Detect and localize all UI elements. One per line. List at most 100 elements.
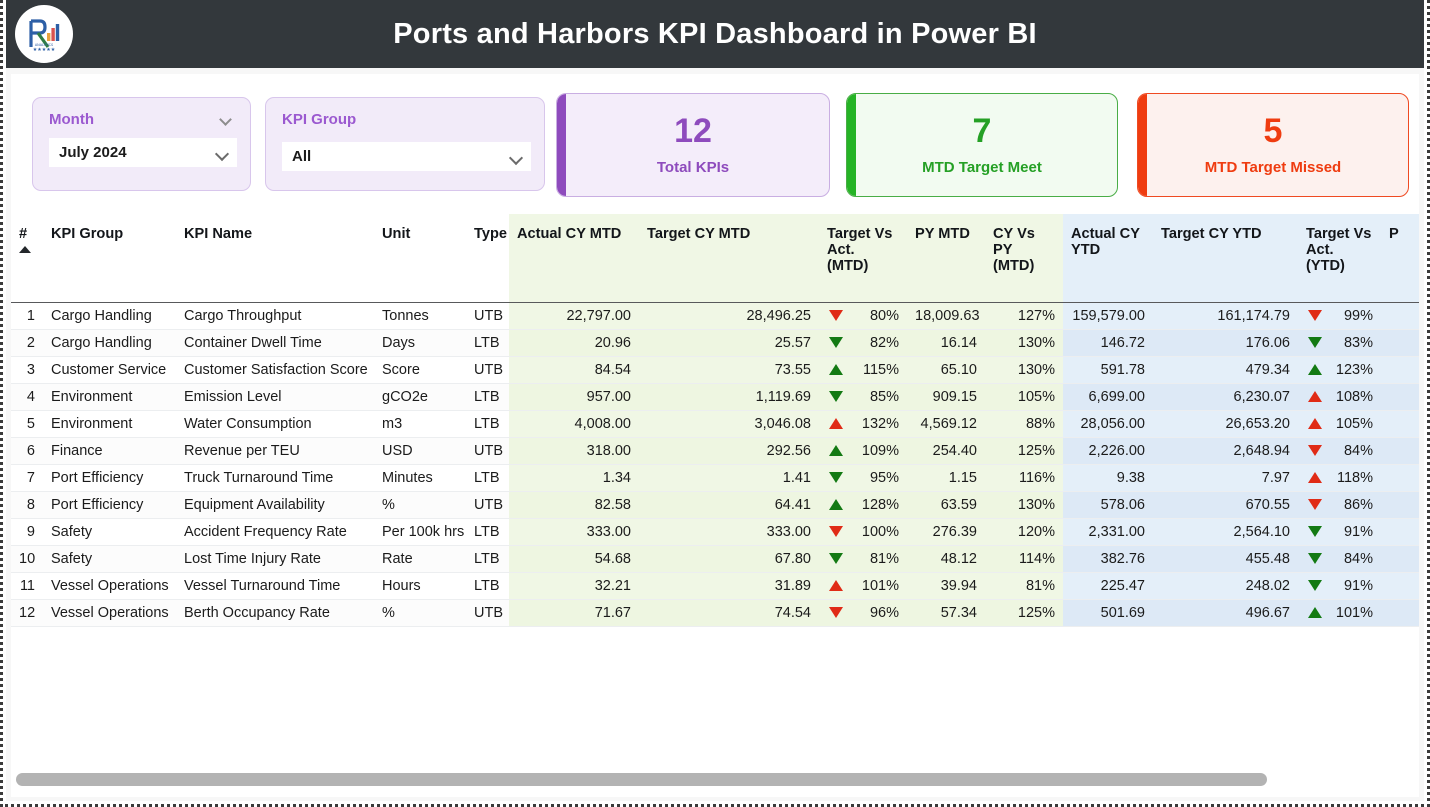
triangle-down-icon bbox=[1308, 580, 1322, 591]
cell-target-cy-ytd: 2,648.94 bbox=[1153, 437, 1298, 465]
svg-text:★★★★★: ★★★★★ bbox=[33, 47, 56, 53]
slicer-month[interactable]: Month July 2024 bbox=[32, 97, 251, 191]
cell-unit: Days bbox=[374, 329, 466, 357]
cell-unit: % bbox=[374, 599, 466, 627]
cell-unit: Rate bbox=[374, 545, 466, 573]
slicer-kpi-group-dropdown[interactable]: All bbox=[282, 142, 531, 171]
table-row[interactable]: 12 Vessel Operations Berth Occupancy Rate%… bbox=[11, 599, 1419, 627]
cell-py-ytd-truncated bbox=[1381, 545, 1419, 573]
cell-py-ytd-truncated bbox=[1381, 356, 1419, 384]
cell-actual-cy-mtd: 957.00 bbox=[509, 383, 639, 411]
card-value: 12 bbox=[674, 112, 712, 150]
horizontal-scrollbar[interactable] bbox=[16, 773, 1414, 787]
cell-kpi-name: Cargo Throughput bbox=[176, 302, 374, 330]
cell-kpi-group: Environment bbox=[43, 410, 176, 438]
variance-percent: 95% bbox=[869, 469, 899, 486]
cell-index: 1 bbox=[11, 302, 43, 330]
kpi-card-total-kpis[interactable]: 12 Total KPIs bbox=[556, 93, 830, 197]
column-header-cy-vs-py-mtd[interactable]: CY Vs PY (MTD) bbox=[985, 214, 1063, 303]
column-header-label: # bbox=[19, 226, 28, 242]
column-header-index[interactable]: # bbox=[11, 214, 43, 303]
table-row[interactable]: 3 Customer Service Customer Satisfaction S… bbox=[11, 356, 1419, 384]
chevron-down-icon[interactable] bbox=[220, 115, 233, 123]
kpi-card-mtd-target-meet[interactable]: 7 MTD Target Meet bbox=[846, 93, 1118, 197]
sort-ascending-icon[interactable] bbox=[19, 246, 31, 253]
triangle-up-icon bbox=[829, 499, 843, 510]
cell-target-cy-mtd: 1,119.69 bbox=[639, 383, 819, 411]
triangle-down-icon bbox=[829, 310, 843, 321]
column-header-kpi-group[interactable]: KPI Group bbox=[43, 214, 176, 303]
filter-and-kpi-row: Month July 2024 KPI Group All bbox=[11, 74, 1419, 214]
column-header-py-mtd[interactable]: PY MTD bbox=[907, 214, 985, 303]
column-header-py-ytd-truncated[interactable]: P bbox=[1381, 214, 1419, 303]
cell-target-vs-act-mtd: 128% bbox=[819, 491, 907, 519]
column-header-kpi-name[interactable]: KPI Name bbox=[176, 214, 374, 303]
chevron-down-icon[interactable] bbox=[510, 153, 523, 161]
cell-kpi-group: Safety bbox=[43, 545, 176, 573]
cell-target-vs-act-mtd: 101% bbox=[819, 572, 907, 600]
table-row[interactable]: 9 Safety Accident Frequency Rate Per 100k h… bbox=[11, 518, 1419, 546]
kpi-table-container[interactable]: # KPI Group KPI Name Unit Type Actual CY… bbox=[11, 214, 1419, 797]
cell-kpi-name: Accident Frequency Rate bbox=[176, 518, 374, 546]
cell-kpi-name: Truck Turnaround Time bbox=[176, 464, 374, 492]
card-label: MTD Target Missed bbox=[1204, 159, 1342, 176]
column-header-target-cy-ytd[interactable]: Target CY YTD bbox=[1153, 214, 1298, 303]
table-row[interactable]: 2 Cargo Handling Container Dwell Time Days L… bbox=[11, 329, 1419, 357]
table-body: 1 Cargo Handling Cargo Throughput Tonnes UTB… bbox=[11, 302, 1419, 627]
table-row[interactable]: 8 Port Efficiency Equipment Availability% U… bbox=[11, 491, 1419, 519]
variance-percent: 118% bbox=[1336, 469, 1373, 486]
card-accent-bar bbox=[1138, 94, 1147, 196]
column-header-target-cy-mtd[interactable]: Target CY MTD bbox=[639, 214, 819, 303]
column-header-actual-cy-mtd[interactable]: Actual CY MTD bbox=[509, 214, 639, 303]
cell-cy-vs-py-mtd: 120% bbox=[985, 518, 1063, 546]
cell-index: 3 bbox=[11, 356, 43, 384]
cell-cy-vs-py-mtd: 81% bbox=[985, 572, 1063, 600]
table-row[interactable]: 4 Environment Emission Level gCO2e LTB 957.00… bbox=[11, 383, 1419, 411]
column-header-type[interactable]: Type bbox=[466, 214, 509, 303]
table-row[interactable]: 11 Vessel Operations Vessel Turnaround Tim… bbox=[11, 572, 1419, 600]
cell-target-vs-act-mtd: 109% bbox=[819, 437, 907, 465]
triangle-down-icon bbox=[1308, 553, 1322, 564]
cell-py-mtd: 57.34 bbox=[907, 599, 985, 627]
cell-type: LTB bbox=[466, 518, 509, 546]
cell-index: 9 bbox=[11, 518, 43, 546]
table-row[interactable]: 10 Safety Lost Time Injury Rate Rate LTB 54.6… bbox=[11, 545, 1419, 573]
cell-target-vs-act-ytd: 105% bbox=[1298, 410, 1381, 438]
triangle-up-icon bbox=[829, 364, 843, 375]
cell-py-mtd: 65.10 bbox=[907, 356, 985, 384]
scrollbar-thumb[interactable] bbox=[16, 773, 1268, 786]
cell-actual-cy-mtd: 71.67 bbox=[509, 599, 639, 627]
cell-target-cy-mtd: 74.54 bbox=[639, 599, 819, 627]
cell-target-vs-act-ytd: 118% bbox=[1298, 464, 1381, 492]
table-row[interactable]: 7 Port Efficiency Truck Turnaround Time Min… bbox=[11, 464, 1419, 492]
cell-actual-cy-mtd: 84.54 bbox=[509, 356, 639, 384]
cell-type: UTB bbox=[466, 356, 509, 384]
column-header-target-vs-act-ytd[interactable]: Target Vs Act. (YTD) bbox=[1298, 214, 1381, 303]
column-header-unit[interactable]: Unit bbox=[374, 214, 466, 303]
slicer-month-dropdown[interactable]: July 2024 bbox=[49, 138, 237, 167]
cell-target-vs-act-mtd: 96% bbox=[819, 599, 907, 627]
column-header-actual-cy-ytd[interactable]: Actual CY YTD bbox=[1063, 214, 1153, 303]
table-row[interactable]: 6 Finance Revenue per TEU USD UTB 318.00 292.5… bbox=[11, 437, 1419, 465]
cell-kpi-name: Berth Occupancy Rate bbox=[176, 599, 374, 627]
cell-target-cy-mtd: 1.41 bbox=[639, 464, 819, 492]
slicer-month-label: Month bbox=[49, 110, 94, 128]
cell-target-vs-act-ytd: 84% bbox=[1298, 437, 1381, 465]
chevron-down-icon[interactable] bbox=[216, 149, 229, 157]
cell-target-cy-ytd: 670.55 bbox=[1153, 491, 1298, 519]
kpi-card-mtd-target-missed[interactable]: 5 MTD Target Missed bbox=[1137, 93, 1409, 197]
slicer-kpi-group[interactable]: KPI Group All bbox=[265, 97, 545, 191]
variance-percent: 132% bbox=[861, 415, 899, 432]
cell-py-mtd: 276.39 bbox=[907, 518, 985, 546]
cell-unit: Tonnes bbox=[374, 302, 466, 330]
triangle-up-icon bbox=[1308, 418, 1322, 429]
triangle-up-icon bbox=[1308, 607, 1322, 618]
table-row[interactable]: 5 Environment Water Consumption m3 LTB 4,008.… bbox=[11, 410, 1419, 438]
table-row[interactable]: 1 Cargo Handling Cargo Throughput Tonnes UTB… bbox=[11, 302, 1419, 330]
cell-py-mtd: 48.12 bbox=[907, 545, 985, 573]
cell-py-ytd-truncated: 3 bbox=[1381, 410, 1419, 438]
cell-target-cy-mtd: 25.57 bbox=[639, 329, 819, 357]
cell-actual-cy-ytd: 9.38 bbox=[1063, 464, 1153, 492]
report-canvas: Month July 2024 KPI Group All bbox=[6, 68, 1424, 801]
column-header-target-vs-act-mtd[interactable]: Target Vs Act. (MTD) bbox=[819, 214, 907, 303]
